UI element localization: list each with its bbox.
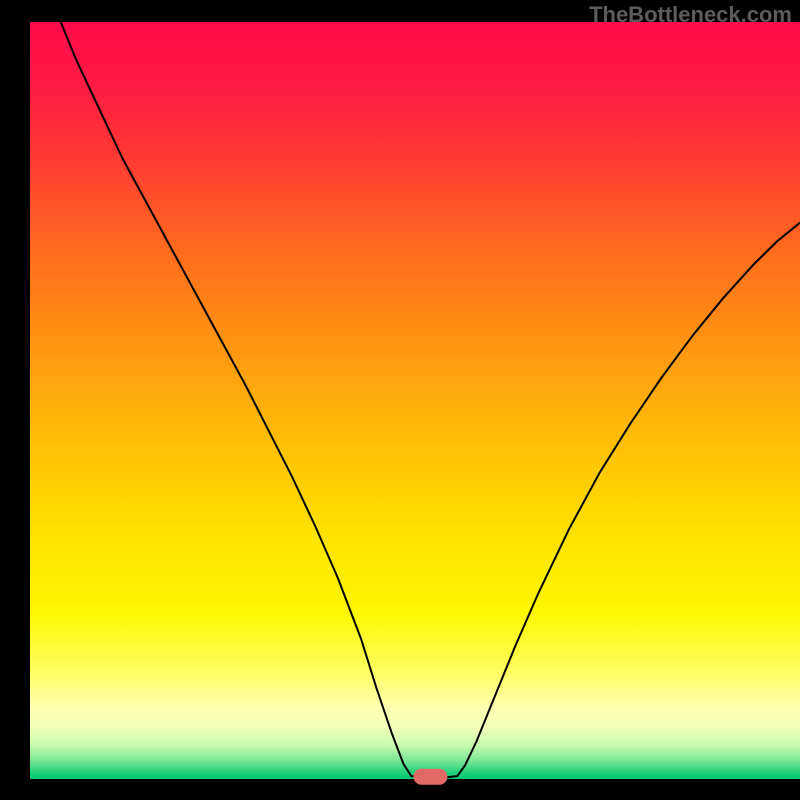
- chart-svg: [0, 0, 800, 800]
- optimal-marker: [413, 769, 447, 785]
- bottleneck-chart: TheBottleneck.com: [0, 0, 800, 800]
- attribution-text: TheBottleneck.com: [589, 2, 792, 28]
- plot-background: [30, 22, 800, 779]
